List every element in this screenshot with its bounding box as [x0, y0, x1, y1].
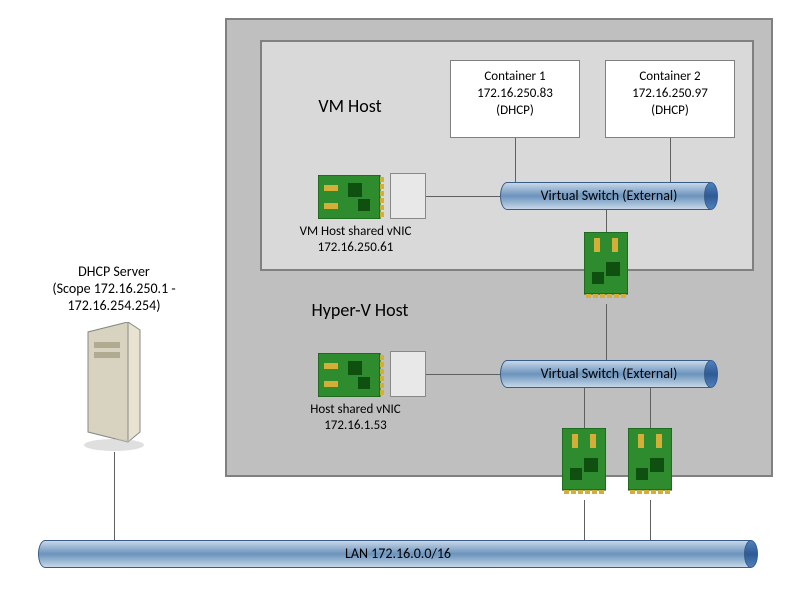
host-vnic-label: Host shared vNIC 172.16.1.53 — [288, 402, 423, 433]
vm-host-vnic — [318, 175, 390, 219]
container-1-mode: (DHCP) — [451, 103, 579, 120]
dhcp-server-icon — [78, 322, 150, 452]
nic-bracket-1 — [390, 173, 426, 219]
line-dhcp-lan — [114, 452, 115, 540]
physical-nic-2 — [614, 442, 686, 486]
vswitch-hyperv-label: Virtual Switch (External) — [507, 360, 711, 388]
container-2-mode: (DHCP) — [606, 103, 734, 120]
dhcp-server-label: DHCP Server (Scope 172.16.250.1 - 172.16… — [34, 264, 194, 314]
container-2-ip: 172.16.250.97 — [606, 86, 734, 103]
lan-bar: LAN 172.16.0.0/16 — [38, 540, 758, 568]
line-vswitch2-nic-b — [650, 388, 651, 428]
vswitch-hyperv: Virtual Switch (External) — [500, 360, 718, 388]
host-vnic — [318, 353, 390, 397]
line-nic2-lan — [650, 500, 651, 540]
line-nic-down-vswitch2 — [606, 304, 607, 360]
container-2-box: Container 2 172.16.250.97 (DHCP) — [605, 60, 735, 138]
container-1-ip: 172.16.250.83 — [451, 86, 579, 103]
line-vswitch2-nic-a — [584, 388, 585, 428]
nic-bracket-2 — [390, 351, 426, 397]
container-2-name: Container 2 — [606, 69, 734, 86]
container-1-box: Container 1 172.16.250.83 (DHCP) — [450, 60, 580, 138]
container-1-name: Container 1 — [451, 69, 579, 86]
vm-host-vnic-label: VM Host shared vNIC 172.16.250.61 — [278, 224, 433, 255]
line-vnic2-vswitch2 — [426, 374, 500, 375]
physical-nic-1 — [548, 442, 620, 486]
lan-label: LAN 172.16.0.0/16 — [45, 540, 751, 568]
nic-vmhost-down — [570, 246, 642, 290]
vswitch-vmhost-label: Virtual Switch (External) — [507, 182, 711, 210]
line-vnic1-vswitch1 — [426, 196, 500, 197]
hyperv-host-title: Hyper-V Host — [280, 300, 440, 322]
line-vswitch1-nic-down — [606, 210, 607, 232]
vswitch-vmhost: Virtual Switch (External) — [500, 182, 718, 210]
vm-host-title: VM Host — [290, 96, 410, 118]
line-c2-vswitch1 — [670, 138, 671, 182]
line-c1-vswitch1 — [515, 138, 516, 182]
line-nic1-lan — [584, 500, 585, 540]
